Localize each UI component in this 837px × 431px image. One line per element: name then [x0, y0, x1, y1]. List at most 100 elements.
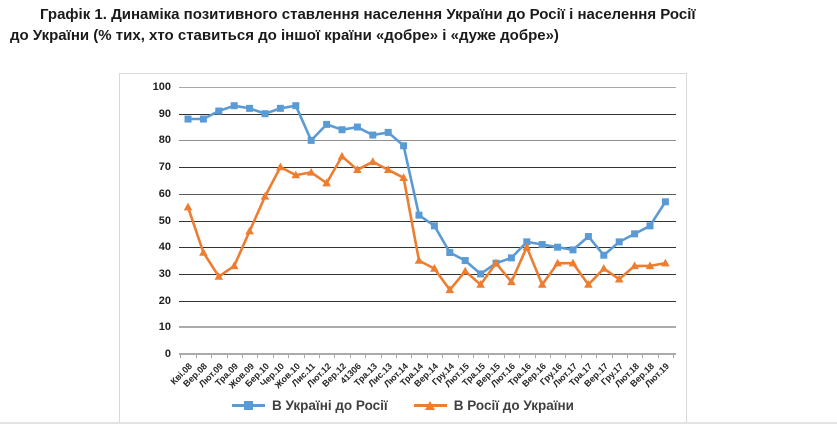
data-point-marker	[276, 162, 285, 171]
legend-item-russia-to-ukraine: В Росії до України	[413, 398, 574, 413]
data-point-marker	[645, 261, 655, 270]
data-point-marker	[184, 115, 192, 123]
chart-title-line1: Графік 1. Динаміка позитивного ставлення…	[40, 6, 696, 23]
data-point-marker	[568, 258, 578, 267]
gridline-90	[179, 113, 676, 115]
data-point-marker	[537, 280, 547, 288]
data-point-marker	[538, 241, 546, 249]
data-point-marker	[199, 248, 208, 256]
x-axis-tick	[195, 354, 197, 358]
data-point-marker	[554, 243, 562, 251]
legend-label-russia-to-ukraine: В Росії до України	[453, 398, 574, 413]
data-point-marker	[323, 120, 331, 128]
data-point-marker	[183, 202, 193, 211]
legend-marker-orange-triangle-icon	[413, 399, 447, 412]
x-axis-tick	[596, 354, 598, 358]
x-axis-tick	[257, 354, 259, 358]
data-point-marker	[215, 107, 223, 115]
data-point-marker	[229, 261, 239, 270]
x-axis-tick	[580, 354, 582, 358]
y-axis-label: 70	[158, 161, 171, 174]
y-axis-label: 40	[158, 241, 171, 254]
chart-title: Графік 1. Динаміка позитивного ставлення…	[10, 4, 832, 46]
data-point-marker	[630, 261, 639, 270]
x-axis-tick	[426, 354, 428, 358]
x-axis-tick	[549, 354, 551, 358]
data-point-marker	[261, 110, 269, 118]
x-axis-tick	[380, 354, 382, 358]
data-point-marker	[415, 211, 423, 219]
legend-square-icon	[244, 401, 253, 410]
data-point-marker	[383, 165, 393, 173]
data-point-marker	[476, 280, 485, 288]
y-axis-label: 20	[158, 294, 171, 307]
data-point-marker	[338, 126, 346, 134]
x-axis-tick	[657, 354, 659, 358]
x-axis-tick	[349, 354, 351, 358]
x-axis-tick	[642, 354, 644, 358]
legend-item-ukraine-to-russia: В Україні до Росії	[232, 398, 388, 413]
data-point-marker	[384, 128, 392, 136]
legend-marker-blue-square-icon	[232, 399, 265, 412]
y-axis-label: 80	[158, 134, 171, 147]
x-axis-tick	[241, 354, 243, 358]
x-axis-tick	[334, 354, 336, 358]
legend-triangle-icon	[424, 401, 435, 410]
x-axis-tick	[503, 354, 505, 358]
data-point-marker	[369, 131, 377, 139]
series-line-0	[188, 104, 667, 276]
data-point-marker	[260, 191, 270, 200]
x-axis-tick	[288, 354, 290, 358]
gridline-100	[179, 87, 676, 88]
data-point-marker	[461, 257, 469, 265]
data-point-marker	[569, 246, 577, 254]
x-axis-tick	[472, 354, 474, 358]
data-point-marker	[291, 170, 301, 179]
x-axis-tick	[211, 354, 213, 358]
legend-label-ukraine-to-russia: В Україні до Росії	[272, 398, 388, 413]
gridline-70	[179, 167, 676, 169]
y-axis-label: 100	[152, 81, 171, 93]
x-axis-tick	[365, 354, 367, 358]
data-point-marker	[337, 151, 347, 160]
data-point-marker	[245, 226, 254, 235]
data-point-marker	[507, 277, 516, 286]
data-point-marker	[522, 242, 532, 251]
gridline-10	[179, 326, 676, 329]
x-axis-tick	[395, 354, 397, 358]
x-axis-tick	[411, 354, 413, 358]
data-point-marker	[368, 157, 378, 165]
series-line-1	[186, 155, 666, 292]
x-axis-tick	[442, 354, 444, 358]
x-axis-tick	[303, 354, 305, 358]
y-axis-label: 30	[158, 267, 171, 280]
gridline-80	[179, 140, 676, 142]
data-point-marker	[199, 115, 207, 123]
x-axis-tick	[534, 354, 536, 358]
data-point-marker	[400, 142, 408, 150]
x-axis-tick	[673, 354, 675, 358]
data-point-marker	[646, 222, 654, 230]
gridline-30	[179, 273, 676, 275]
x-axis-tick	[272, 354, 274, 358]
horizontal-rule	[0, 422, 837, 424]
data-point-marker	[353, 165, 362, 173]
data-point-marker	[276, 104, 284, 112]
x-axis-tick	[226, 354, 228, 358]
data-point-marker	[230, 102, 238, 110]
y-axis-label: 60	[158, 187, 171, 200]
data-point-marker	[477, 270, 485, 278]
gridline-20	[179, 300, 676, 302]
y-axis-label: 90	[158, 107, 171, 120]
x-axis-tick	[318, 354, 320, 358]
x-axis-tick	[611, 354, 613, 358]
data-point-marker	[599, 264, 609, 272]
gridline-60	[179, 193, 676, 195]
plot-area	[183, 102, 670, 294]
data-point-marker	[292, 102, 300, 110]
gridline-40	[179, 247, 676, 249]
data-point-marker	[584, 280, 593, 288]
x-axis-tick	[488, 354, 490, 358]
x-axis-tick	[519, 354, 521, 358]
